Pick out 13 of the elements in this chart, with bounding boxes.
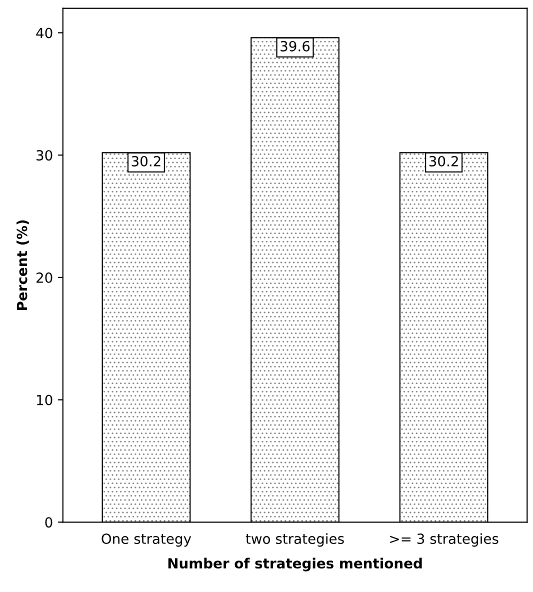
x-tick-label: two strategies [246,533,344,547]
y-tick-label: 10 [37,394,52,406]
y-tick-label: 20 [36,272,52,283]
y-tick-label: 0 [45,517,52,528]
data-label: 39.6 [280,40,310,52]
data-label: 30.2 [132,156,160,166]
x-tick-label: >= 3 strategies [390,533,498,547]
y-axis-title: Percent (%) [16,220,29,310]
x-axis-title: Number of strategies mentioned [168,558,422,572]
data-label: 30.2 [429,156,458,166]
y-tick-label: 40 [36,28,52,38]
x-tick-label: One strategy [102,534,192,547]
y-tick-label: 30 [36,150,52,161]
